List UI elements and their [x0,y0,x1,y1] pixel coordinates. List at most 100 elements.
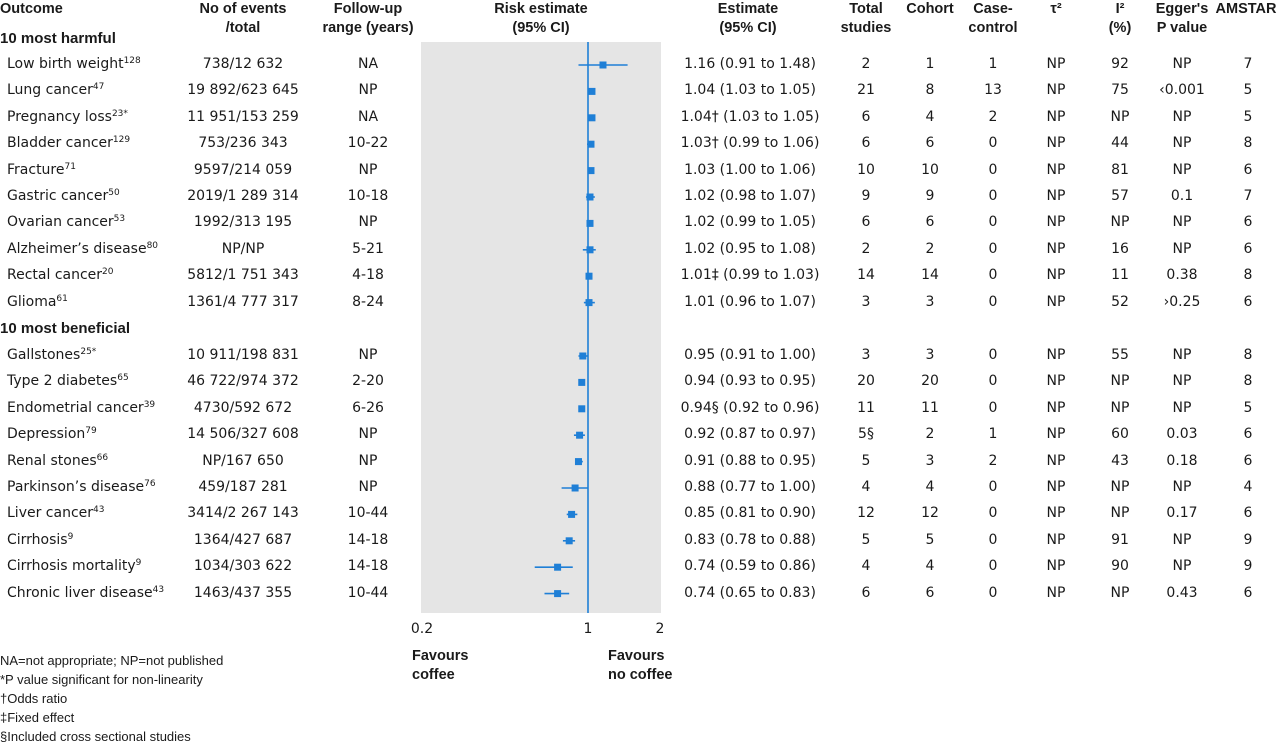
section-harmful: 10 most harmful [0,30,116,47]
events-cell: 11 951/153 259 [187,108,299,125]
total-studies-cell: 6 [861,214,871,231]
case-control-cell: 0 [988,293,998,310]
outcome-label: Gastric cancer50 [7,187,120,205]
egger-cell: 0.38 [1166,267,1198,284]
header-outcome: Outcome [0,1,63,17]
egger-cell: NP [1172,135,1192,152]
outcome-label: Endometrial cancer39 [7,399,155,417]
outcome-reference: 76 [144,479,156,489]
ci-marker [586,219,594,227]
outcome-label: Cirrhosis mortality9 [7,557,141,575]
amstar-cell: 5 [1243,108,1253,125]
followup-cell: NA [357,56,379,72]
outcome-reference: 128 [123,56,141,66]
cohort-cell: 8 [925,82,935,99]
egger-cell: NP [1172,161,1192,178]
cohort-cell: 2 [925,240,935,257]
estimate-cell: 0.92 (0.87 to 0.97) [684,426,816,443]
i2-cell: 60 [1111,426,1129,443]
events-cell: 1463/437 355 [193,584,293,601]
estimate-cell: 1.02 (0.98 to 1.07) [684,188,816,204]
case-control-cell: 0 [988,584,998,601]
outcome-reference: 9 [67,531,74,542]
followup-cell: 4-18 [352,267,384,284]
events-cell: 3414/2 267 143 [187,505,299,522]
outcome-name: Bladder cancer [7,135,113,152]
outcome-name: Gastric cancer [7,188,109,204]
followup-cell: NA [357,108,379,125]
amstar-cell: 7 [1243,188,1253,204]
outcome-label: Lung cancer47 [7,81,104,99]
amstar-cell: 6 [1243,293,1253,310]
amstar-cell: 7 [1243,56,1253,72]
outcome-label: Gallstones25* [7,346,96,364]
events-cell: 9597/214 059 [193,161,293,178]
header-followup: Follow-up range (years) [322,1,414,36]
events-cell: 1992/313 195 [193,214,293,231]
ci-marker [588,114,596,122]
outcome-label: Rectal cancer20 [7,266,114,284]
followup-cell: NP [358,452,378,469]
followup-cell: 2-20 [352,373,384,390]
amstar-cell: 6 [1243,161,1253,178]
ci-marker [578,405,586,413]
footnote: †Odds ratio [0,691,68,706]
outcome-name: Pregnancy loss [7,108,112,125]
cohort-cell: 3 [925,347,935,363]
case-control-cell: 0 [988,531,998,548]
events-cell: 738/12 632 [202,56,284,72]
case-control-cell: 1 [988,426,998,443]
i2-cell: NP [1110,214,1130,231]
outcome-name: Liver cancer [7,505,94,522]
total-studies-cell: 6 [861,108,871,125]
outcome-label: Pregnancy loss23* [7,108,128,126]
estimate-cell: 0.94§ (0.92 to 0.96) [680,399,820,416]
outcome-name: Low birth weight [7,56,124,72]
cohort-cell: 14 [921,267,939,284]
case-control-cell: 0 [988,373,998,390]
cohort-cell: 9 [925,188,935,204]
ci-marker [574,458,583,466]
tick-label-0.2: 0.2 [410,621,434,637]
egger-cell: ‹0.001 [1159,82,1205,99]
i2-cell: NP [1110,584,1130,601]
outcome-label: Bladder cancer129 [7,134,130,152]
i2-cell: 44 [1111,135,1129,152]
outcome-reference: 47 [92,82,105,93]
case-control-cell: 1 [988,56,998,72]
i2-cell: NP [1110,505,1130,522]
plot-area [421,42,661,613]
cohort-cell: 4 [925,479,935,495]
point-estimate [587,140,595,148]
i2-cell: 11 [1111,267,1129,284]
outcome-name: Depression [7,426,86,443]
cohort-cell: 10 [921,161,939,178]
events-cell: NP/167 650 [202,452,284,469]
followup-cell: 8-24 [352,293,384,310]
tau-cell: NP [1046,135,1066,152]
followup-cell: NP [358,347,378,363]
amstar-cell: 4 [1243,479,1253,495]
footnote: NA=not appropriate; NP=not published [0,653,224,668]
outcome-name: Renal stones [7,452,97,469]
events-cell: 459/187 281 [198,479,288,495]
point-estimate [599,61,607,69]
header-case-control: Case-control [968,1,1018,36]
point-estimate [554,563,562,571]
footnote: ‡Fixed effect [0,710,75,725]
ci-marker [588,87,596,95]
total-studies-cell: 6 [861,135,871,152]
outcome-reference: 66 [96,452,109,463]
point-estimate [588,114,596,122]
outcome-label: Parkinson’s disease76 [7,478,156,496]
cohort-cell: 6 [925,214,935,231]
case-control-cell: 0 [988,505,998,522]
outcome-name: Lung cancer [7,82,93,99]
tau-cell: NP [1046,214,1066,231]
case-control-cell: 2 [988,108,998,125]
amstar-cell: 9 [1243,558,1253,575]
events-cell: 4730/592 672 [193,399,293,416]
egger-cell: ›0.25 [1163,293,1201,310]
outcome-name: Chronic liver disease [7,584,153,601]
point-estimate [586,246,594,254]
